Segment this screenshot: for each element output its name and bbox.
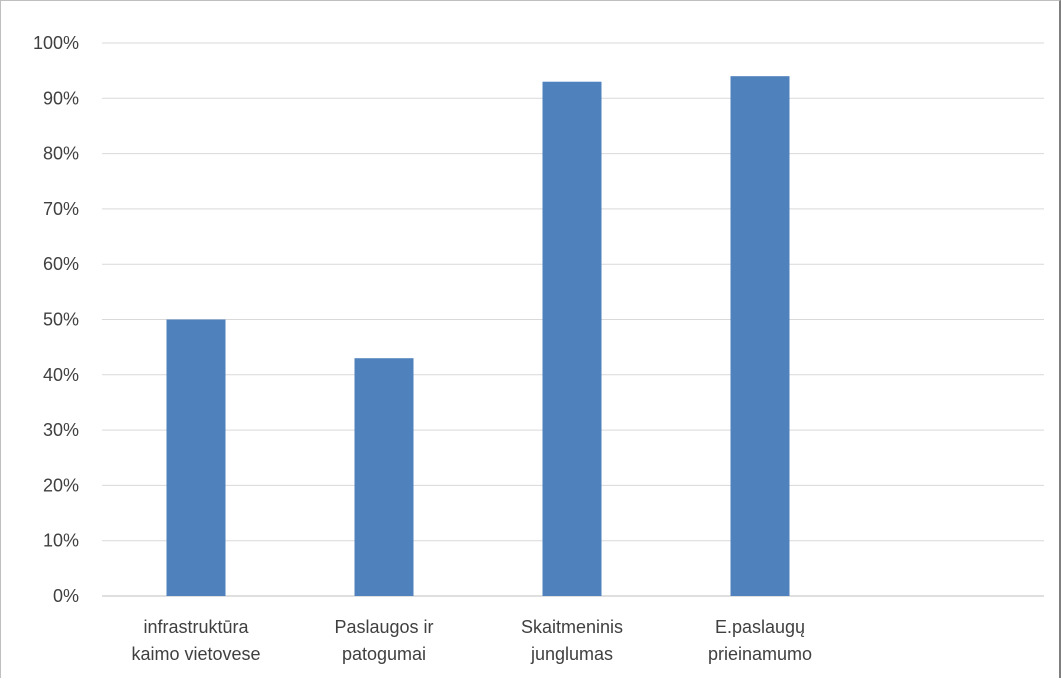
- x-tick-label: Paslaugos ir patogumai: [334, 617, 433, 664]
- y-tick-label: 100%: [33, 33, 79, 53]
- x-tick-label: Skaitmeninis junglumas: [521, 617, 623, 664]
- y-tick-label: 40%: [43, 365, 79, 385]
- x-axis-tick-labels: infrastruktūra kaimo vietovese Paslaugos i…: [131, 617, 812, 664]
- y-tick-label: 20%: [43, 475, 79, 495]
- y-tick-label: 80%: [43, 144, 79, 164]
- bars: [166, 76, 790, 597]
- y-tick-label: 30%: [43, 420, 79, 440]
- y-tick-label: 0%: [53, 586, 79, 606]
- y-axis-tick-labels: 0% 10% 20% 30% 40% 50% 60% 70% 80% 90% 100%: [33, 33, 79, 606]
- y-tick-label: 10%: [43, 531, 79, 551]
- x-tick-label: infrastruktūra kaimo vietovese: [131, 617, 260, 664]
- bar: [354, 358, 414, 596]
- bar: [730, 76, 790, 597]
- y-tick-label: 90%: [43, 88, 79, 108]
- y-tick-label: 60%: [43, 254, 79, 274]
- y-tick-label: 50%: [43, 310, 79, 330]
- y-tick-label: 70%: [43, 199, 79, 219]
- bar: [166, 319, 226, 596]
- x-tick-label: E.paslaugų prieinamumo: [708, 617, 812, 664]
- bar: [542, 81, 602, 596]
